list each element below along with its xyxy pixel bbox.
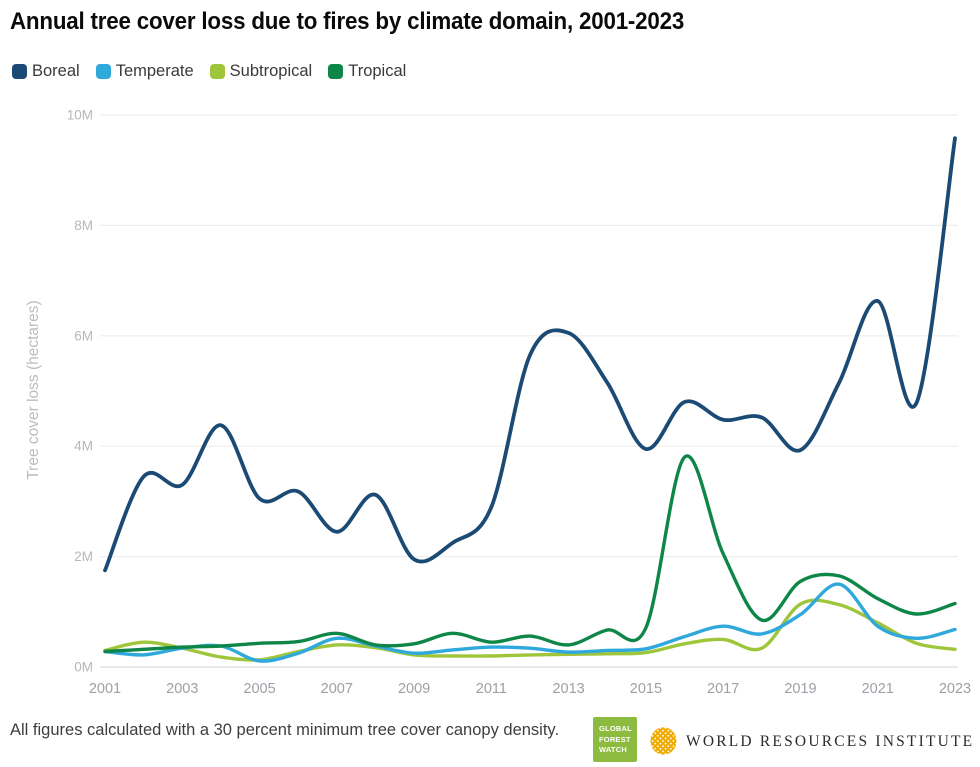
y-axis-tick-label: 4M	[74, 439, 93, 454]
x-axis-tick-label: 2021	[862, 681, 894, 697]
gfw-logo-line: WATCH	[599, 745, 627, 754]
global-forest-watch-logo: GLOBAL FOREST WATCH	[593, 717, 637, 762]
x-axis-tick-label: 2005	[243, 681, 275, 697]
x-axis-tick-label: 2001	[89, 681, 121, 697]
legend-item-subtropical[interactable]: Subtropical	[209, 62, 313, 81]
x-axis: 2001 2003 2005 2007 2009 2011 2013 2015 2017 2019…	[89, 681, 971, 697]
legend-label: Boreal	[32, 62, 80, 80]
series-line-tropical	[103, 454, 957, 654]
footnote: All figures calculated with a 30 percent…	[10, 721, 560, 739]
series-line-subtropical	[103, 598, 957, 662]
chart-legend: Boreal Temperate Subtropical Tropical	[12, 62, 406, 81]
wri-logo: WORLD RESOURCES INSTITUTE	[650, 727, 974, 755]
page-title: Annual tree cover loss due to fires by c…	[10, 8, 685, 35]
x-axis-tick-label: 2013	[552, 681, 584, 697]
x-axis-tick-label: 2017	[707, 681, 739, 697]
legend-swatch	[328, 64, 344, 79]
gfw-logo-line: FOREST	[599, 734, 631, 744]
x-axis-tick-label: 2003	[166, 681, 198, 697]
legend-swatch	[95, 64, 111, 79]
wri-logo-text: WORLD RESOURCES INSTITUTE	[686, 733, 975, 750]
x-axis-tick-label: 2011	[476, 681, 507, 697]
legend-swatch	[209, 64, 225, 79]
line-chart: 0M 2M 4M 6M 8M 10M 2001 2003 2005 2007 2009 2011 201…	[25, 108, 971, 698]
y-axis-tick-label: 6M	[74, 328, 93, 343]
wri-lattice-icon	[650, 727, 677, 755]
y-axis-tick-label: 0M	[74, 660, 93, 675]
series-line-boreal	[103, 136, 957, 573]
x-axis-tick-label: 2019	[784, 681, 816, 697]
y-axis-tick-label: 8M	[74, 218, 93, 233]
x-axis-tick-label: 2023	[939, 681, 971, 697]
x-axis-tick-label: 2007	[321, 681, 353, 697]
x-axis-tick-label: 2015	[630, 681, 662, 697]
series-line-temperate	[103, 582, 957, 663]
y-axis-tick-label: 2M	[74, 549, 93, 564]
y-axis-tick-label: 10M	[67, 108, 93, 123]
legend-item-tropical[interactable]: Tropical	[328, 62, 406, 81]
legend-label: Tropical	[348, 62, 407, 80]
gridlines: 0M 2M 4M 6M 8M 10M	[67, 108, 958, 675]
legend-label: Temperate	[115, 62, 194, 80]
legend-swatch	[12, 64, 27, 79]
legend-label: Subtropical	[229, 62, 313, 80]
legend-item-boreal[interactable]: Boreal	[12, 62, 80, 81]
gfw-logo-line: GLOBAL	[599, 724, 632, 733]
legend-item-temperate[interactable]: Temperate	[95, 62, 194, 81]
x-axis-tick-label: 2009	[398, 681, 430, 697]
chart-area: 0M 2M 4M 6M 8M 10M 2001 2003 2005 2007 2009 2011 201…	[0, 95, 980, 707]
y-axis-title: Tree cover loss (hectares)	[25, 300, 42, 479]
